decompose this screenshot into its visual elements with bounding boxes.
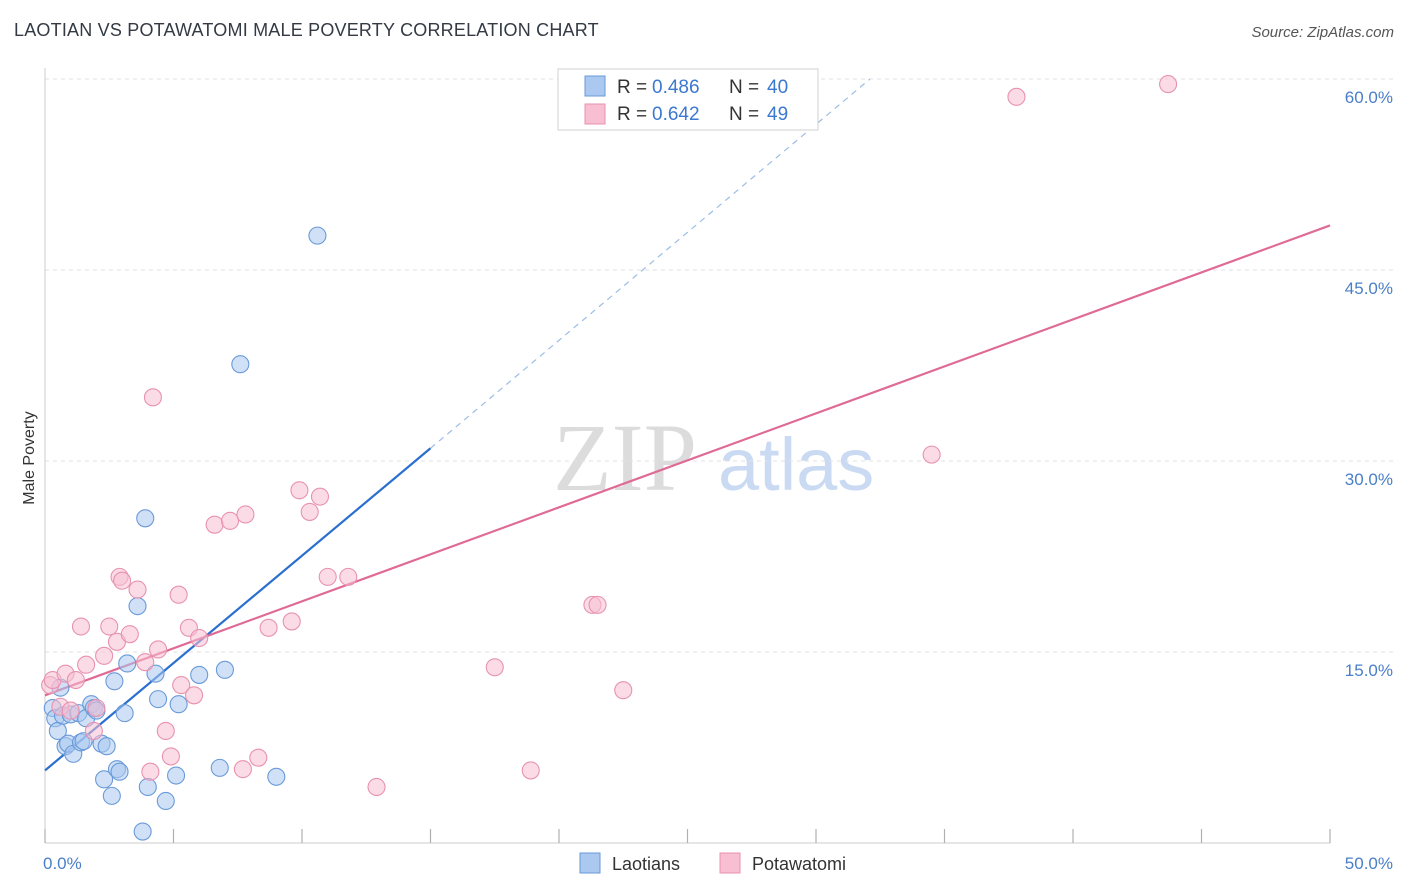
potawatomi-point bbox=[156, 721, 175, 740]
potawatomi-point bbox=[205, 515, 224, 534]
laotian-point bbox=[136, 509, 155, 528]
laotian-point bbox=[156, 791, 175, 811]
watermark-atlas: atlas bbox=[718, 423, 874, 506]
potawatomi-point bbox=[220, 511, 240, 530]
potawatomi-point bbox=[249, 748, 268, 767]
potawatomi-point bbox=[922, 445, 941, 464]
potawatomi-point bbox=[161, 747, 180, 766]
laotian-point bbox=[118, 654, 137, 673]
potawatomi-point bbox=[61, 701, 80, 720]
axes: 15.0% 30.0% 45.0% 60.0% 0.0% 50.0% bbox=[43, 68, 1393, 873]
legend-potawatomi-r-value: 0.642 bbox=[652, 104, 700, 125]
laotian-point bbox=[210, 758, 229, 777]
laotian-point bbox=[133, 822, 152, 841]
legend-laotians-n-label: N = bbox=[729, 77, 759, 98]
potawatomi-point bbox=[128, 580, 147, 599]
potawatomi-point bbox=[172, 676, 191, 695]
potawatomi-point bbox=[141, 762, 160, 781]
potawatomi-point bbox=[1159, 75, 1178, 94]
y-tick-label: 60.0% bbox=[1345, 88, 1393, 107]
watermark-zip: ZIP bbox=[553, 404, 697, 511]
bottom-legend-potawatomi: Potawatomi bbox=[752, 854, 846, 874]
legend-potawatomi-r-label: R = bbox=[617, 104, 647, 125]
x-tick-label-max: 50.0% bbox=[1345, 854, 1393, 873]
potawatomi-point bbox=[169, 585, 188, 604]
data-points bbox=[41, 75, 1178, 841]
legend-box: R = 0.486 N = 40 R = 0.642 N = 49 bbox=[557, 68, 819, 131]
laotian-point bbox=[215, 660, 234, 679]
potawatomi-point bbox=[95, 646, 114, 665]
potawatomi-point bbox=[136, 653, 155, 672]
laotian-point bbox=[95, 770, 114, 789]
potawatomi-point bbox=[310, 487, 330, 506]
potawatomi-point bbox=[100, 617, 119, 636]
laotian-point bbox=[190, 665, 209, 684]
potawatomi-point bbox=[290, 481, 309, 500]
bottom-legend-swatch-laotians bbox=[579, 852, 601, 874]
laotian-point bbox=[128, 597, 147, 616]
potawatomi-point bbox=[66, 670, 85, 690]
potawatomi-point bbox=[84, 721, 103, 740]
source-label: Source: ZipAtlas.com bbox=[1251, 24, 1394, 41]
potawatomi-point bbox=[367, 777, 386, 797]
potawatomi-point bbox=[485, 658, 504, 677]
laotian-point bbox=[149, 690, 168, 709]
potawatomi-point bbox=[87, 698, 106, 718]
potawatomi-point bbox=[143, 388, 162, 407]
potawatomi-point bbox=[588, 595, 607, 614]
potawatomi-point bbox=[149, 640, 168, 659]
potawatomi-point bbox=[339, 567, 358, 586]
legend-potawatomi-n-label: N = bbox=[729, 104, 759, 125]
potawatomi-trend-line bbox=[44, 224, 1331, 697]
potawatomi-point bbox=[185, 686, 204, 705]
potawatomi-point bbox=[282, 612, 301, 631]
x-tick-label-min: 0.0% bbox=[43, 854, 82, 873]
potawatomi-point bbox=[1007, 87, 1026, 106]
laotian-point bbox=[267, 767, 286, 786]
potawatomi-point bbox=[259, 618, 278, 637]
laotian-point bbox=[308, 226, 327, 245]
y-tick-label: 15.0% bbox=[1345, 661, 1393, 680]
legend-swatch-laotians bbox=[584, 75, 606, 97]
laotian-point bbox=[110, 762, 129, 781]
laotian-point bbox=[138, 777, 157, 797]
potawatomi-point bbox=[77, 655, 96, 674]
bottom-legend: Laotians Potawatomi bbox=[579, 852, 846, 874]
potawatomi-point bbox=[190, 628, 209, 648]
potawatomi-point bbox=[233, 760, 252, 779]
potawatomi-point bbox=[614, 681, 633, 700]
legend-laotians-r-value: 0.486 bbox=[652, 77, 700, 98]
laotian-point bbox=[146, 664, 165, 683]
laotian-point bbox=[167, 766, 186, 785]
laotian-trend-extension bbox=[430, 78, 871, 449]
potawatomi-point bbox=[521, 761, 540, 780]
legend-laotians-n-value: 40 bbox=[767, 77, 788, 98]
trend-lines bbox=[44, 78, 1331, 772]
bottom-legend-swatch-potawatomi bbox=[719, 852, 741, 874]
y-tick-label: 30.0% bbox=[1345, 470, 1393, 489]
laotian-point bbox=[231, 355, 250, 374]
y-axis-label: Male Poverty bbox=[21, 411, 38, 504]
potawatomi-point bbox=[113, 571, 132, 590]
y-tick-label: 45.0% bbox=[1345, 279, 1393, 298]
laotian-trend-line bbox=[44, 447, 432, 772]
bottom-legend-laotians: Laotians bbox=[612, 854, 680, 874]
legend-laotians-r-label: R = bbox=[617, 77, 647, 98]
potawatomi-point bbox=[300, 502, 319, 521]
potawatomi-point bbox=[71, 617, 91, 636]
laotian-point bbox=[105, 672, 124, 691]
potawatomi-point bbox=[318, 567, 337, 586]
potawatomi-point bbox=[236, 505, 255, 524]
laotian-point bbox=[169, 695, 188, 714]
legend-swatch-potawatomi bbox=[584, 103, 606, 125]
potawatomi-point bbox=[120, 625, 139, 644]
laotian-point bbox=[97, 737, 116, 756]
chart-title: LAOTIAN VS POTAWATOMI MALE POVERTY CORRE… bbox=[14, 20, 599, 40]
laotian-point bbox=[115, 704, 134, 723]
laotian-point bbox=[102, 786, 121, 805]
legend-potawatomi-n-value: 49 bbox=[767, 104, 788, 125]
